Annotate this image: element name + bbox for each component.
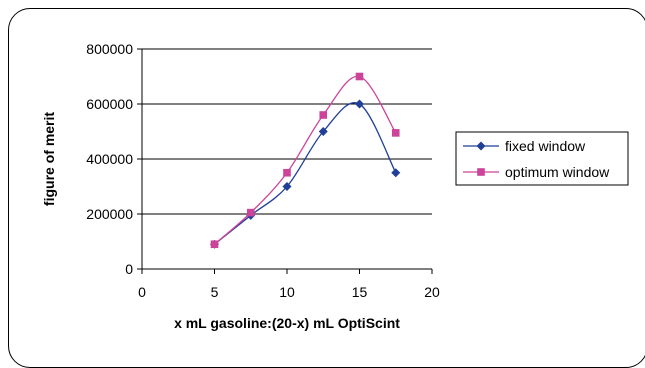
y-tick-labels: 0 200000 400000 600000 800000 bbox=[86, 41, 133, 277]
y-tick-label: 800000 bbox=[86, 41, 133, 57]
optimum-window-line bbox=[214, 75, 397, 245]
optimum-window-point bbox=[355, 72, 364, 81]
x-tick-label: 5 bbox=[211, 284, 219, 300]
gridlines bbox=[142, 48, 432, 215]
x-tick-label: 0 bbox=[138, 284, 146, 300]
x-tick-label: 15 bbox=[352, 284, 368, 300]
optimum-window-point bbox=[283, 168, 291, 177]
legend: fixed window optimum window bbox=[455, 131, 629, 186]
x-axis-label: x mL gasoline:(20-x) mL OptiScint bbox=[174, 315, 400, 331]
fixed-window-point bbox=[355, 99, 364, 109]
legend-optimum-window-marker bbox=[477, 168, 485, 176]
y-tick-label: 0 bbox=[125, 261, 133, 277]
optimum-window-series bbox=[210, 72, 400, 249]
axes bbox=[137, 48, 433, 274]
x-tick-labels: 0 5 10 15 20 bbox=[138, 284, 440, 300]
legend-fixed-window-marker bbox=[476, 141, 486, 151]
optimum-window-point bbox=[391, 129, 400, 137]
y-axis-label: figure of merit bbox=[41, 112, 57, 206]
x-tick-label: 20 bbox=[424, 284, 440, 300]
series-layer bbox=[210, 72, 401, 249]
legend-optimum-window-label: optimum window bbox=[505, 164, 610, 180]
optimum-window-point bbox=[210, 240, 219, 249]
fixed-window-point bbox=[391, 168, 401, 178]
line-chart: 0 5 10 15 20 0 200000 400000 600000 800000 figur… bbox=[41, 41, 629, 331]
y-tick-label: 400000 bbox=[86, 151, 133, 167]
y-tick-label: 200000 bbox=[86, 206, 133, 222]
legend-fixed-window-label: fixed window bbox=[505, 138, 586, 154]
legend-box bbox=[455, 131, 629, 186]
fixed-window-line bbox=[214, 102, 397, 245]
fixed-window-point bbox=[318, 127, 328, 136]
optimum-window-point bbox=[246, 208, 255, 217]
fixed-window-point bbox=[282, 182, 292, 191]
y-tick-label: 600000 bbox=[86, 96, 133, 112]
x-tick-label: 10 bbox=[279, 284, 295, 300]
fixed-window-series bbox=[210, 99, 401, 249]
optimum-window-point bbox=[319, 111, 328, 119]
